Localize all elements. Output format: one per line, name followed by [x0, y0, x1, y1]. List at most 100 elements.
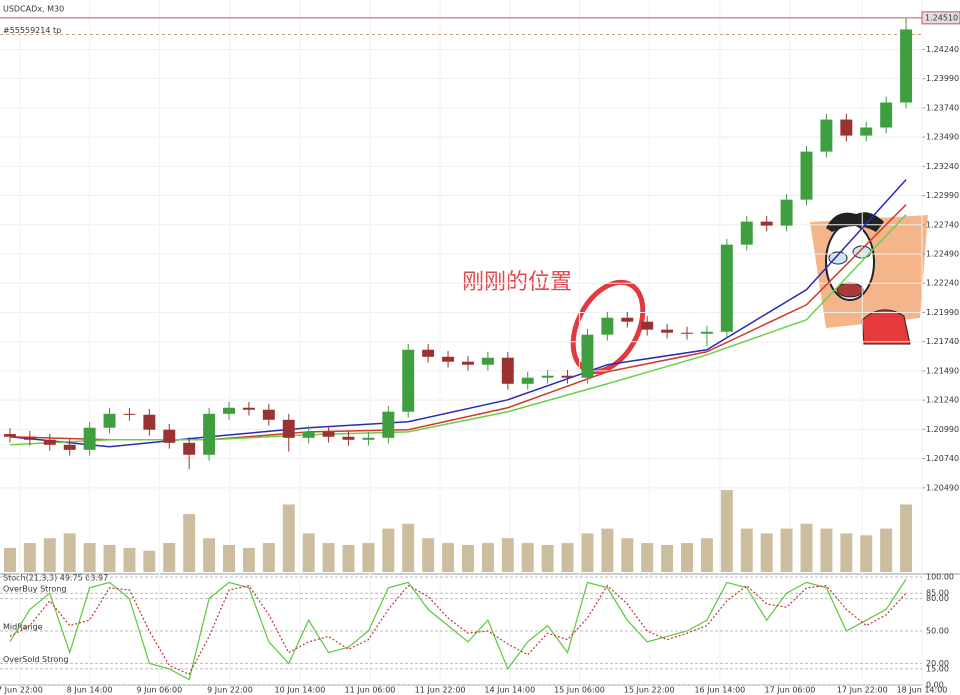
volume-bar: [183, 514, 196, 572]
candle-body: [461, 361, 474, 365]
y-tick-label: 1.21490: [926, 366, 959, 375]
volume-bar: [581, 533, 594, 572]
candle-body: [760, 221, 773, 226]
volume-bar: [83, 543, 96, 572]
candle-body: [740, 221, 753, 245]
stoch-tick-label: 20.00: [926, 659, 949, 668]
volume-bar: [63, 533, 76, 572]
x-tick-label: 11 Jun 22:00: [415, 686, 466, 695]
volume-bar: [840, 533, 853, 572]
volume-bar: [521, 543, 534, 572]
volume-bar: [740, 528, 753, 572]
y-tick-label: 1.22240: [926, 279, 959, 288]
x-tick-label: 15 Jun 22:00: [624, 686, 675, 695]
stoch-tick-label: 85.00: [926, 589, 949, 598]
candle-body: [382, 411, 395, 438]
volume-bar: [342, 544, 355, 572]
stoch-level-label: MidRange: [3, 623, 43, 632]
y-tick-label: 1.20990: [926, 425, 959, 434]
candle-body: [501, 357, 514, 384]
volume-bar: [123, 547, 136, 572]
volume-bar: [641, 543, 654, 572]
volume-bar: [760, 533, 773, 572]
candle-body: [860, 127, 873, 136]
candle-body: [362, 437, 375, 440]
candle-body: [780, 199, 793, 226]
candle-body: [681, 332, 693, 334]
y-tick-label: 1.22990: [926, 191, 959, 200]
volume-bar: [720, 490, 733, 572]
candle-body: [481, 357, 494, 365]
y-tick-label: 1.22490: [926, 250, 959, 259]
candle-body: [720, 244, 733, 332]
candle-body: [223, 407, 235, 414]
stoch-level-label: OverSold Strong: [3, 655, 68, 664]
volume-bar: [163, 543, 176, 572]
y-tick-label: 1.23990: [926, 74, 959, 83]
y-tick-label: 1.23240: [926, 162, 959, 171]
y-tick-label: 1.21740: [926, 337, 959, 346]
candle-body: [3, 434, 16, 437]
x-tick-label: 15 Jun 06:00: [554, 686, 605, 695]
volume-bar: [700, 538, 713, 572]
x-tick-label: 16 Jun 14:00: [694, 686, 745, 695]
candle-body: [163, 429, 176, 443]
volume-bar: [900, 504, 913, 572]
candle-body: [302, 431, 315, 438]
volume-bar: [541, 544, 554, 572]
candle-body: [601, 317, 614, 335]
x-tick-label: 17 Jun 06:00: [765, 686, 816, 695]
candle-body: [900, 29, 913, 103]
candle-body: [203, 413, 216, 455]
y-tick-label: 1.23490: [926, 133, 959, 142]
volume-bar: [402, 523, 415, 572]
candle-body: [123, 413, 136, 415]
candle-body: [840, 119, 853, 136]
x-tick-label: 11 Jun 06:00: [345, 686, 396, 695]
volume-bar: [382, 528, 395, 572]
candle-body: [143, 414, 156, 430]
candle-body: [800, 151, 813, 200]
stoch-label: Stoch(21,3,3) 49.75 63.97: [3, 574, 108, 583]
volume-bar: [322, 543, 335, 572]
x-tick-label: 17 Jun 22:00: [837, 686, 888, 695]
candle-body: [183, 442, 196, 455]
candle-body: [322, 431, 335, 437]
volume-bar: [681, 543, 693, 572]
volume-bar: [282, 504, 295, 572]
candle-body: [83, 427, 96, 450]
x-tick-label: 14 Jun 14:00: [484, 686, 535, 695]
stoch-tick-label: 100.00: [926, 573, 954, 582]
candle-body: [63, 444, 76, 450]
candle-body: [103, 413, 116, 428]
candle-body: [242, 407, 255, 410]
current-price-label: 1.24510: [925, 13, 958, 22]
volume-bar: [481, 543, 494, 572]
y-tick-label: 1.21240: [926, 396, 959, 405]
candle-body: [521, 377, 534, 384]
chart-title: USDCADx, M30: [3, 5, 64, 14]
candle-body: [621, 317, 634, 322]
volume-bar: [621, 538, 634, 572]
volume-bar: [860, 535, 873, 572]
candle-body: [561, 375, 574, 378]
stoch-tick-label: 80.00: [926, 594, 949, 603]
moving-average: [9, 214, 907, 446]
candle-body: [581, 334, 594, 378]
volume-bar: [442, 543, 455, 572]
volume-bar: [262, 543, 275, 572]
candle-body: [700, 331, 713, 334]
volume-bar: [362, 543, 375, 572]
x-tick-label: 9 Jun 06:00: [136, 686, 182, 695]
candle-body: [880, 102, 893, 128]
candle-body: [23, 436, 36, 440]
candle-body: [342, 436, 355, 440]
x-tick-label: 10 Jun 14:00: [274, 686, 325, 695]
volume-bar: [242, 547, 255, 572]
candle-body: [282, 419, 295, 438]
volume-bar: [780, 528, 793, 572]
candle-body: [661, 329, 674, 333]
x-tick-label: 8 Jun 14:00: [67, 686, 113, 695]
